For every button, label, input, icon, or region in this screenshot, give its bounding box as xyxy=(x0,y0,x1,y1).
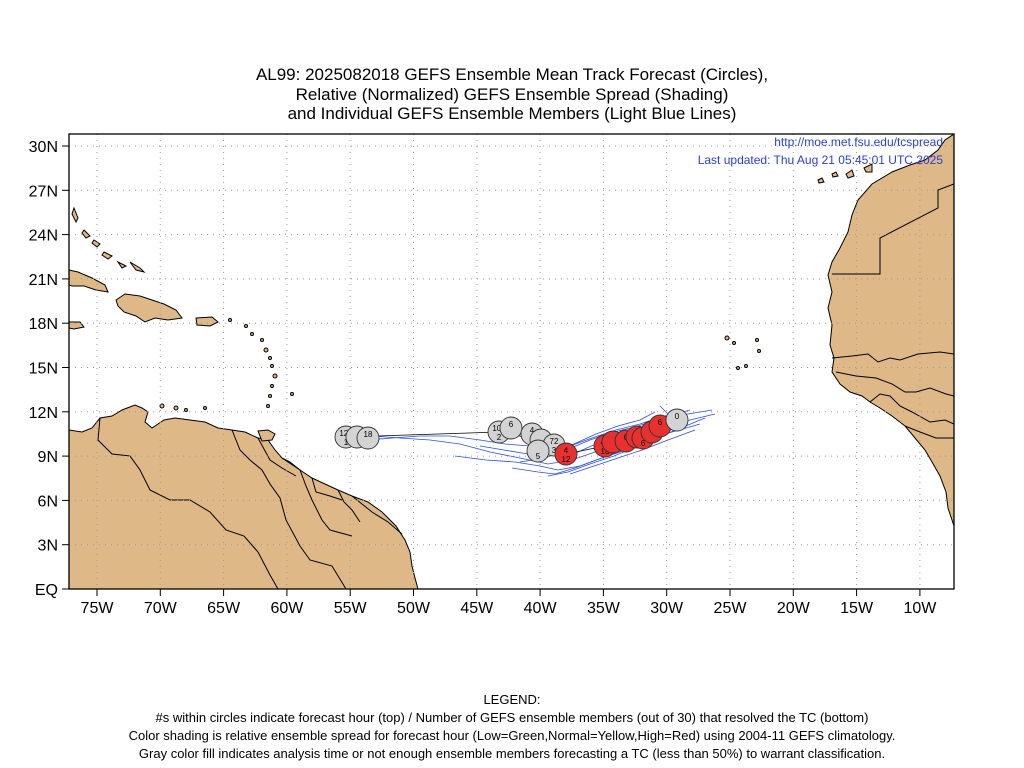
mean-track: 120118102264272354124818604660 xyxy=(334,408,689,466)
land-layer xyxy=(69,134,954,589)
lat-tick-label: EQ xyxy=(35,582,58,599)
lat-tick-label: 9N xyxy=(38,449,58,466)
track-circle xyxy=(356,426,380,450)
lon-tick-label: 35W xyxy=(587,600,621,617)
forecast-hour-label: 18 xyxy=(364,430,373,439)
land-canary-islands xyxy=(817,163,873,184)
lon-tick-label: 40W xyxy=(524,600,558,617)
member-count-label: 1 xyxy=(344,438,349,447)
legend-line-2: Color shading is relative ensemble sprea… xyxy=(128,728,896,743)
member-count-label: 2 xyxy=(497,433,502,442)
legend-line-1: #s within circles indicate forecast hour… xyxy=(155,710,869,725)
credit-url: http://moe.met.fsu.edu/tcspread xyxy=(774,135,943,149)
forecast-hour-label: 6 xyxy=(509,420,514,429)
title-line-3: and Individual GEFS Ensemble Members (Li… xyxy=(287,104,737,123)
land-cuba xyxy=(69,269,109,293)
track-circle xyxy=(499,416,523,440)
land-bahamas xyxy=(71,206,146,273)
lon-tick-label: 50W xyxy=(397,600,431,617)
ensemble-member-track xyxy=(569,429,696,475)
land-lesser-antilles xyxy=(159,318,294,412)
lon-axis: 75W 70W 65W 60W 55W 50W 45W 40W 35W 30W 25W 20W 15W 1… xyxy=(81,589,937,617)
lon-tick-label: 55W xyxy=(334,600,368,617)
lon-tick-label: 65W xyxy=(207,600,241,617)
forecast-hour-label: 4 xyxy=(530,426,535,435)
mean-track-point: 6 xyxy=(499,416,523,440)
track-circle xyxy=(554,442,578,466)
legend-line-3: Gray color fill indicates analysis time … xyxy=(138,746,886,761)
member-count-label: 5 xyxy=(536,452,541,461)
legend-heading: LEGEND: xyxy=(483,692,541,707)
lat-tick-label: 21N xyxy=(29,272,58,289)
mean-track-point: 18 xyxy=(356,426,380,450)
lat-tick-label: 18N xyxy=(29,316,58,333)
plot-frame xyxy=(68,133,955,590)
mean-track-point: 0 xyxy=(665,408,689,432)
mean-track-point: 5 xyxy=(526,439,550,463)
lat-tick-label: 15N xyxy=(29,361,58,378)
lon-tick-label: 10W xyxy=(903,600,937,617)
lon-tick-label: 30W xyxy=(650,600,684,617)
mean-track-point: 412 xyxy=(554,442,578,466)
lat-tick-label: 6N xyxy=(38,493,58,510)
land-hispaniola xyxy=(115,293,183,323)
lon-tick-label: 75W xyxy=(81,600,115,617)
title-line-1: AL99: 2025082018 GEFS Ensemble Mean Trac… xyxy=(255,65,769,84)
member-count-label: 18 xyxy=(601,447,610,456)
forecast-hour-label: 102 xyxy=(492,424,506,433)
land-trinidad xyxy=(257,429,276,442)
lon-tick-label: 25W xyxy=(714,600,748,617)
lat-tick-label: 12N xyxy=(29,405,58,422)
member-count-label: 6 xyxy=(641,439,646,448)
track-circle xyxy=(526,439,550,463)
lat-tick-label: 27N xyxy=(29,183,58,200)
forecast-hour-label: 4 xyxy=(564,446,569,455)
member-count-label: 12 xyxy=(562,455,571,464)
lon-tick-label: 70W xyxy=(144,600,178,617)
africa-borders xyxy=(831,183,954,439)
track-circle xyxy=(665,408,689,432)
lat-tick-label: 24N xyxy=(29,228,58,245)
lat-tick-label: 3N xyxy=(38,538,58,555)
title-line-2: Relative (Normalized) GEFS Ensemble Spre… xyxy=(295,85,729,104)
lon-tick-label: 15W xyxy=(840,600,874,617)
lon-tick-label: 45W xyxy=(460,600,494,617)
lat-tick-label: 30N xyxy=(29,139,58,156)
land-cape-verde xyxy=(724,335,761,370)
credit-updated: Last updated: Thu Aug 21 05:45:01 UTC 20… xyxy=(698,153,944,167)
member-count-label: 3 xyxy=(552,446,557,455)
land-jamaica xyxy=(69,321,85,330)
south-america-borders xyxy=(97,417,403,589)
land-puerto-rico xyxy=(195,316,219,327)
forecast-hour-label: 0 xyxy=(675,412,680,421)
lon-tick-label: 20W xyxy=(777,600,811,617)
forecast-hour-label: 72 xyxy=(550,437,559,446)
lat-axis: EQ 3N 6N 9N 12N 15N 18N 21N 24N 27N 30N xyxy=(29,139,69,599)
lon-tick-label: 60W xyxy=(270,600,304,617)
forecast-hour-label: 6 xyxy=(658,418,663,427)
